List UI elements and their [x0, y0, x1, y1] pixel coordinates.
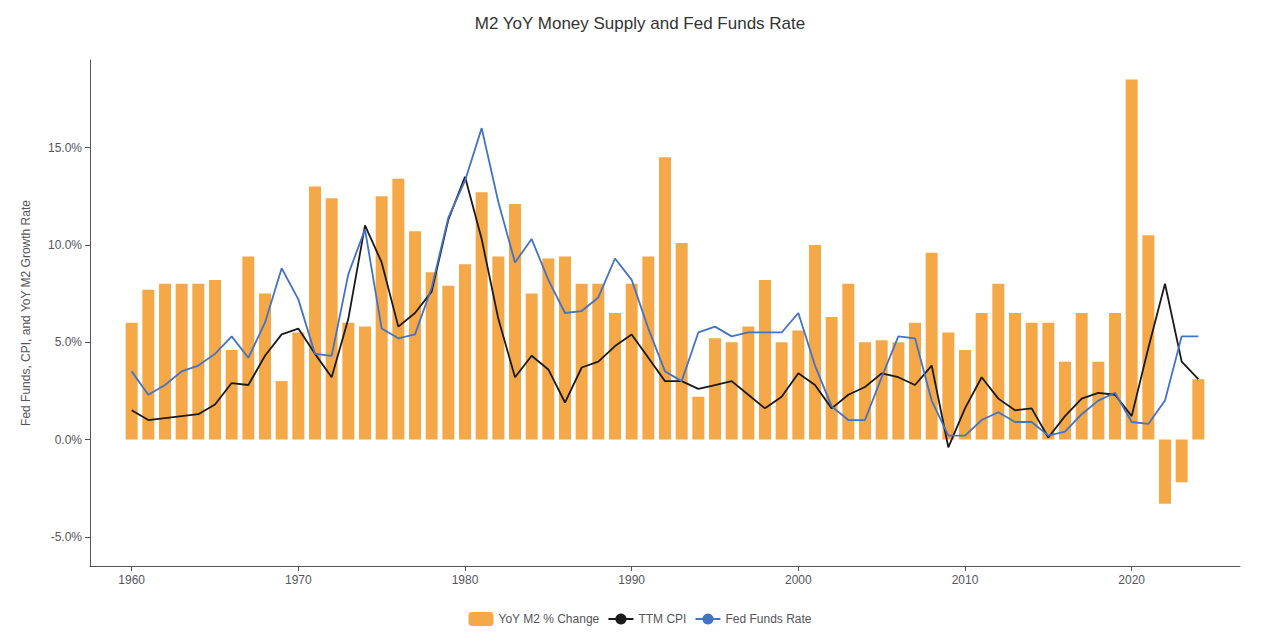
svg-text:Fed Funds, CPI, and YoY M2 Gro: Fed Funds, CPI, and YoY M2 Growth Rate: [19, 200, 33, 426]
svg-text:-5.0%: -5.0%: [51, 530, 83, 544]
svg-text:M2 YoY Money Supply and Fed Fu: M2 YoY Money Supply and Fed Funds Rate: [475, 14, 805, 33]
svg-text:TTM CPI: TTM CPI: [638, 612, 686, 626]
svg-text:15.0%: 15.0%: [48, 141, 82, 155]
svg-text:1960: 1960: [118, 573, 145, 587]
svg-text:1990: 1990: [618, 573, 645, 587]
svg-text:5.0%: 5.0%: [55, 335, 83, 349]
svg-text:2010: 2010: [952, 573, 979, 587]
svg-text:2000: 2000: [785, 573, 812, 587]
svg-text:YoY M2 % Change: YoY M2 % Change: [499, 612, 600, 626]
svg-text:Fed Funds Rate: Fed Funds Rate: [725, 612, 811, 626]
svg-text:2020: 2020: [1118, 573, 1145, 587]
svg-text:1970: 1970: [285, 573, 312, 587]
svg-text:0.0%: 0.0%: [55, 433, 83, 447]
svg-text:10.0%: 10.0%: [48, 238, 82, 252]
svg-text:1980: 1980: [452, 573, 479, 587]
